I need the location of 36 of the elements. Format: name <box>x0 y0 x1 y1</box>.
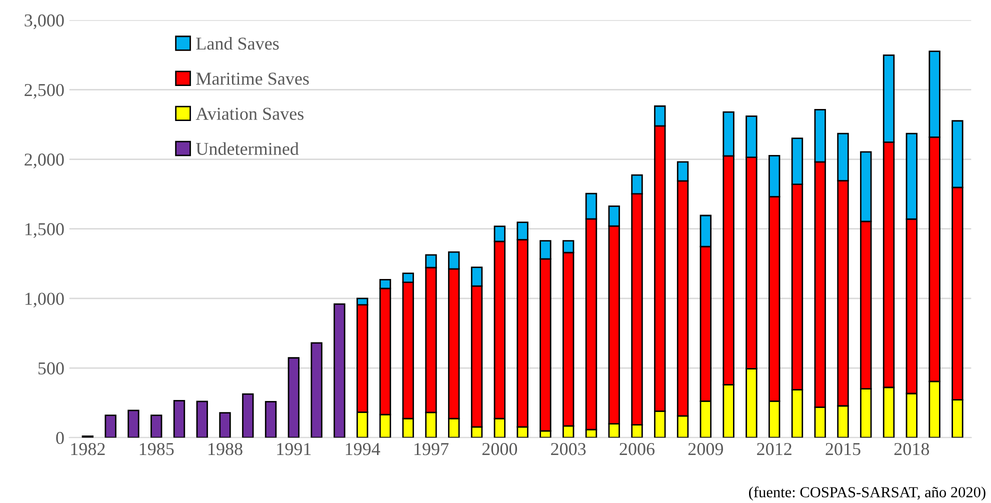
bar <box>150 414 162 438</box>
text: (fuente: COSPAS-SARSAT, año 2020) <box>749 486 986 500</box>
bar <box>173 400 186 438</box>
x-tick-label: 1994 <box>346 443 380 456</box>
x-tick-label: 2018 <box>894 442 930 456</box>
bar <box>242 393 254 438</box>
bar <box>288 357 300 438</box>
bar <box>128 410 140 438</box>
bar <box>334 303 346 438</box>
y-tick-label: 1,500 <box>25 223 64 238</box>
x-tick-label: 1985 <box>140 442 174 456</box>
bar <box>219 412 231 438</box>
bar <box>264 401 277 438</box>
bar <box>104 414 116 438</box>
y-tick-label: 2,000 <box>24 154 64 168</box>
legend-label: Land Saves <box>196 37 279 50</box>
x-tick-label: 2003 <box>551 442 586 456</box>
x-tick-label: 1997 <box>414 443 449 456</box>
x-tick-label: 1988 <box>208 442 242 456</box>
x-tick-label: 2015 <box>826 442 860 456</box>
legend-label: Aviation Saves <box>196 108 304 120</box>
y-tick-label: 0 <box>56 432 64 444</box>
y-tick-label: 500 <box>38 362 64 374</box>
x-tick-label: 2009 <box>688 442 723 456</box>
x-tick-label: 2000 <box>482 442 518 456</box>
x-tick-label: 1982 <box>71 442 105 456</box>
y-tick-label: 3,000 <box>24 14 64 30</box>
legend-label: Undetermined <box>196 142 299 155</box>
x-tick-label: 2006 <box>620 442 655 456</box>
bar <box>196 400 208 438</box>
y-tick-label: 1,000 <box>25 292 64 308</box>
bar <box>310 342 322 438</box>
legend-label: Maritime Saves <box>196 72 309 85</box>
x-tick-label: 2012 <box>757 442 792 456</box>
x-tick-label: 1991 <box>277 443 311 456</box>
y-tick-label: 2,500 <box>24 84 64 99</box>
